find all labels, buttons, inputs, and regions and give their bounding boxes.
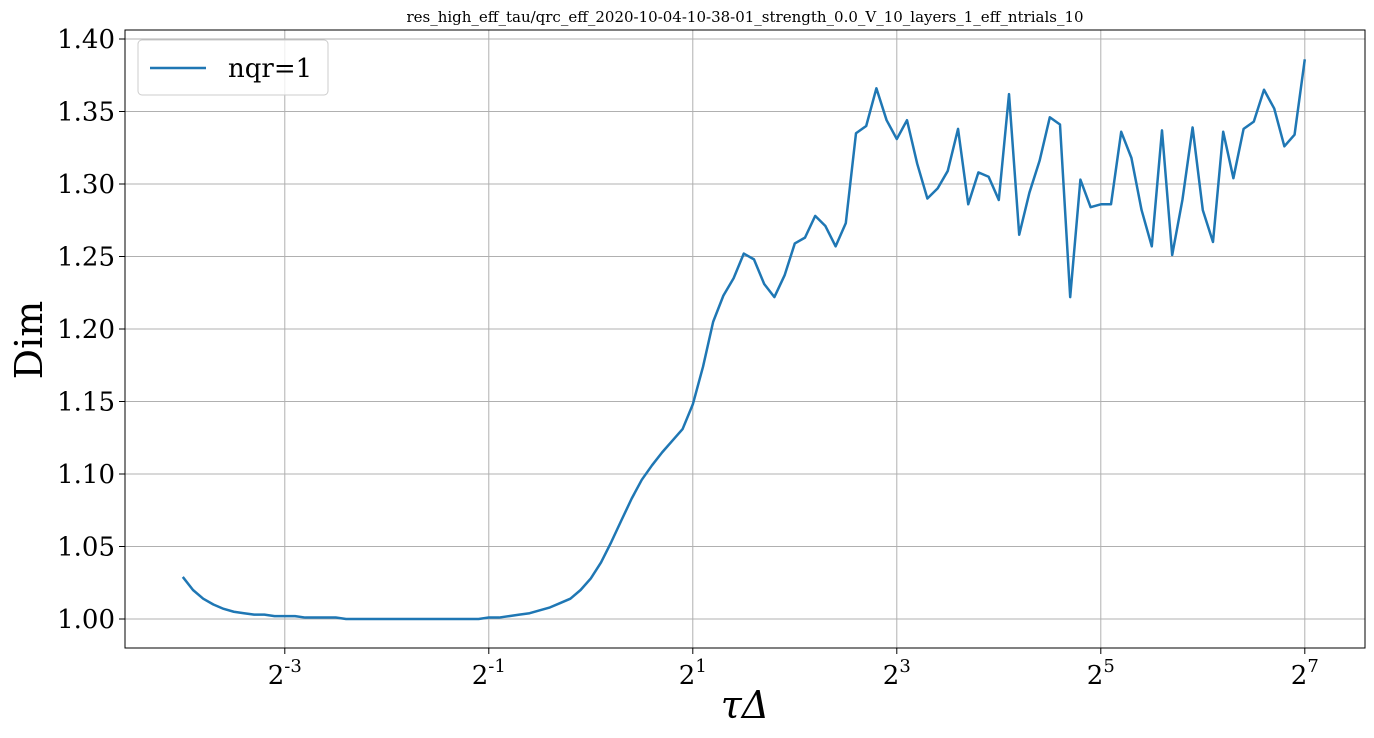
legend-box: [137, 39, 329, 96]
y-tick-label: 1.05: [57, 532, 115, 562]
x-tick-label: 23: [883, 656, 911, 691]
x-tick-label: 2-1: [472, 656, 506, 691]
y-tick-label: 1.15: [57, 387, 115, 417]
chart-title: res_high_eff_tau/qrc_eff_2020-10-04-10-3…: [406, 8, 1083, 26]
data-line: [181, 59, 1307, 621]
y-tick-label: 1.30: [57, 170, 115, 200]
plot-frame: [124, 29, 1366, 649]
y-tick-label: 1.10: [57, 460, 115, 490]
x-tick-label: 21: [679, 656, 707, 691]
y-tick-label: 1.20: [57, 315, 115, 345]
y-tick-label: 1.25: [57, 242, 115, 272]
legend-label: nqr=1: [228, 54, 312, 84]
y-axis-label: Dim: [7, 301, 51, 380]
y-tick-label: 1.35: [57, 97, 115, 127]
x-axis-label: τΔ: [721, 683, 769, 727]
y-tick-label: 1.40: [57, 25, 115, 55]
x-tick-label: 2-3: [268, 656, 302, 691]
y-tick-label: 1.00: [57, 605, 115, 635]
x-tick-label: 27: [1291, 656, 1319, 691]
x-tick-label: 25: [1087, 656, 1115, 691]
